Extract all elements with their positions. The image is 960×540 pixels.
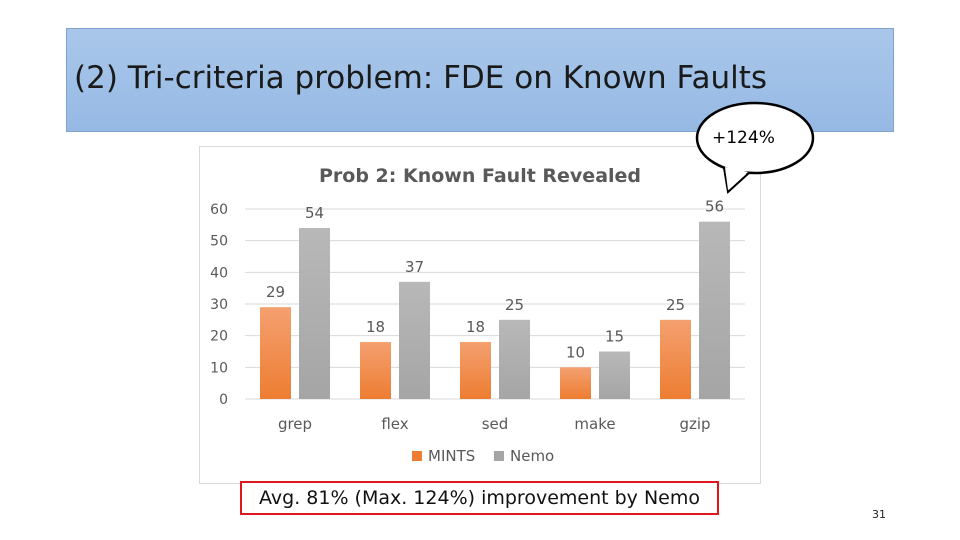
legend-label-nemo: Nemo	[510, 447, 554, 465]
data-label: 37	[405, 258, 424, 276]
y-tick-label: 30	[210, 297, 228, 313]
x-tick-label: gzip	[679, 415, 710, 433]
data-label: 54	[305, 204, 324, 222]
legend-swatch-mints	[412, 451, 422, 461]
y-tick-label: 60	[210, 202, 228, 218]
speech-bubble-callout	[695, 101, 815, 194]
page-number: 31	[872, 508, 886, 521]
bar-mints-grep	[260, 307, 291, 399]
data-label: 29	[266, 283, 285, 301]
y-tick-label: 50	[210, 234, 228, 250]
y-tick-label: 0	[219, 392, 228, 408]
slide-title: (2) Tri-criteria problem: FDE on Known F…	[74, 60, 768, 96]
x-tick-label: sed	[482, 415, 509, 433]
bar-nemo-grep	[299, 228, 330, 399]
bar-nemo-flex	[399, 281, 430, 399]
x-tick-label: flex	[381, 415, 408, 433]
chart-title: Prob 2: Known Fault Revealed	[319, 165, 641, 187]
bar-mints-flex	[360, 342, 391, 399]
y-tick-label: 10	[210, 360, 228, 376]
data-label: 18	[466, 318, 485, 336]
bar-mints-make	[560, 367, 591, 399]
data-label: 18	[366, 318, 385, 336]
bar-nemo-sed	[499, 319, 530, 399]
bar-nemo-make	[599, 351, 630, 399]
x-tick-label: make	[574, 415, 615, 433]
bar-nemo-gzip	[699, 221, 730, 399]
y-tick-label: 40	[210, 265, 228, 281]
y-tick-label: 20	[210, 329, 228, 345]
legend-label-mints: MINTS	[428, 447, 475, 465]
legend-swatch-nemo	[494, 451, 504, 461]
bar-mints-gzip	[660, 319, 691, 399]
callout-text: +124%	[712, 128, 775, 148]
data-label: 25	[666, 296, 685, 314]
bar-chart: Prob 2: Known Fault Revealed 0 10 20 30 40 50 6…	[210, 165, 745, 465]
summary-box: Avg. 81% (Max. 124%) improvement by Nemo	[240, 481, 719, 515]
chart-frame: Prob 2: Known Fault Revealed 0 10 20 30 40 50 6…	[199, 146, 761, 484]
bar-mints-sed	[460, 342, 491, 399]
data-label: 15	[605, 328, 624, 346]
x-tick-label: grep	[278, 415, 312, 433]
data-label: 10	[566, 343, 585, 361]
data-label: 56	[705, 198, 724, 216]
data-label: 25	[505, 296, 524, 314]
